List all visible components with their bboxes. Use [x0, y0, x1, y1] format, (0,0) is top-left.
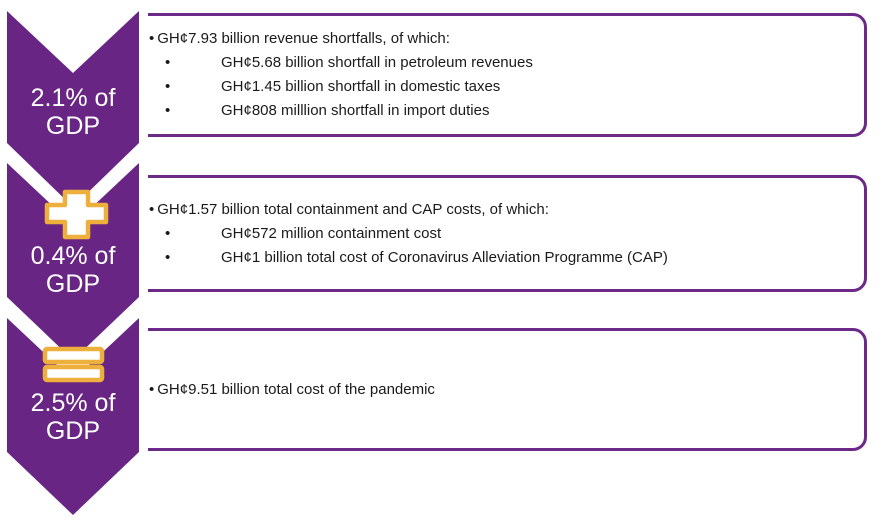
- bullet-glyph: •: [165, 78, 171, 95]
- bullet-glyph: •: [149, 200, 155, 218]
- bullet-glyph: •: [149, 30, 155, 47]
- box2-main-line: • GH¢1.57 billion total containment and …: [149, 198, 854, 222]
- bullet-glyph: •: [165, 224, 171, 242]
- detail-box-total-cost: • GH¢9.51 billion total cost of the pand…: [130, 328, 867, 451]
- chevron-arrow-column: [0, 0, 148, 528]
- box2-main-text: GH¢1.57 billion total containment and CA…: [157, 200, 549, 218]
- box1-sub-line: • GH¢808 milllion shortfall in import du…: [149, 99, 854, 123]
- arrow-label-line1: 2.5% of: [30, 389, 116, 417]
- box1-main-text: GH¢7.93 billion revenue shortfalls, of w…: [157, 30, 450, 47]
- arrow-label-line1: 0.4% of: [30, 242, 116, 270]
- box3-main-text: GH¢9.51 billion total cost of the pandem…: [157, 380, 435, 398]
- detail-box-containment-cap: • GH¢1.57 billion total containment and …: [130, 175, 867, 292]
- plus-icon: [44, 189, 109, 240]
- box2-sub-line: • GH¢572 million containment cost: [149, 222, 854, 246]
- box2-sub-line: • GH¢1 billion total cost of Coronavirus…: [149, 246, 854, 270]
- bullet-glyph: •: [165, 54, 171, 71]
- bullet-glyph: •: [165, 248, 171, 266]
- arrow-label-line2: GDP: [45, 270, 101, 298]
- box1-sub-text: GH¢1.45 billion shortfall in domestic ta…: [221, 78, 501, 95]
- arrow-label-revenue: 2.1% of GDP: [7, 84, 139, 140]
- bullet-glyph: •: [165, 102, 171, 119]
- chevron-arrow-revenue: [0, 0, 148, 220]
- arrow-label-total: 2.5% of GDP: [7, 389, 139, 445]
- box1-sub-line: • GH¢1.45 billion shortfall in domestic …: [149, 75, 854, 99]
- arrow-label-line1: 2.1% of: [30, 84, 116, 112]
- bullet-glyph: •: [149, 380, 155, 398]
- detail-box-revenue-shortfalls: • GH¢7.93 billion revenue shortfalls, of…: [130, 13, 867, 137]
- arrow-label-containment: 0.4% of GDP: [7, 242, 139, 298]
- box3-main-line: • GH¢9.51 billion total cost of the pand…: [149, 378, 854, 402]
- box1-main-line: • GH¢7.93 billion revenue shortfalls, of…: [149, 27, 854, 51]
- box1-sub-text: GH¢808 milllion shortfall in import duti…: [221, 102, 490, 119]
- box2-sub-text: GH¢572 million containment cost: [221, 224, 442, 242]
- box1-sub-line: • GH¢5.68 billion shortfall in petroleum…: [149, 51, 854, 75]
- equals-icon: [42, 346, 105, 383]
- arrow-label-line2: GDP: [45, 417, 101, 445]
- box1-sub-text: GH¢5.68 billion shortfall in petroleum r…: [221, 54, 533, 71]
- box2-sub-text: GH¢1 billion total cost of Coronavirus A…: [221, 248, 668, 266]
- arrow-label-line2: GDP: [45, 112, 101, 140]
